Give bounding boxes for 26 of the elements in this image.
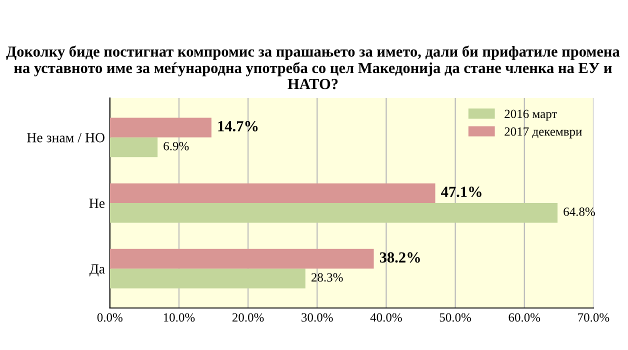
bar xyxy=(110,183,436,203)
data-label: 64.8% xyxy=(564,208,595,216)
bar xyxy=(110,268,306,288)
x-tick-label: 60.0% xyxy=(508,313,540,322)
x-tick-label: 30.0% xyxy=(302,313,333,322)
bar xyxy=(110,203,558,223)
chart-title: Доколку биде постигнат компромис за прашањето за името, дали би прифатиле промена на уставното име за меѓународна употреба со цел Македонија да стане членка на ЕУ и НАТО? xyxy=(6,46,620,90)
bar xyxy=(110,137,158,158)
x-tick-label: 20.0% xyxy=(232,313,264,322)
data-label: 6.9% xyxy=(164,142,189,150)
data-label: 14.7% xyxy=(218,121,258,132)
x-tick-label: 50.0% xyxy=(440,313,472,322)
y-tick-label: Не xyxy=(89,198,105,208)
x-tick-label: 10.0% xyxy=(164,313,195,322)
x-tick-label: 70.0% xyxy=(578,313,610,322)
legend-label: 2017 декември xyxy=(504,127,582,138)
y-tick-label: Не знам / НО xyxy=(27,132,104,142)
data-label: 38.2% xyxy=(380,252,420,263)
data-label: 47.1% xyxy=(441,186,482,198)
data-label: 28.3% xyxy=(312,273,343,282)
x-tick-label: 0.0% xyxy=(97,313,122,322)
legend-label: 2016 март xyxy=(504,110,557,121)
x-tick-label: 40.0% xyxy=(370,313,402,322)
bar xyxy=(110,248,374,269)
y-tick-label: Да xyxy=(89,264,105,276)
bar xyxy=(110,118,212,138)
